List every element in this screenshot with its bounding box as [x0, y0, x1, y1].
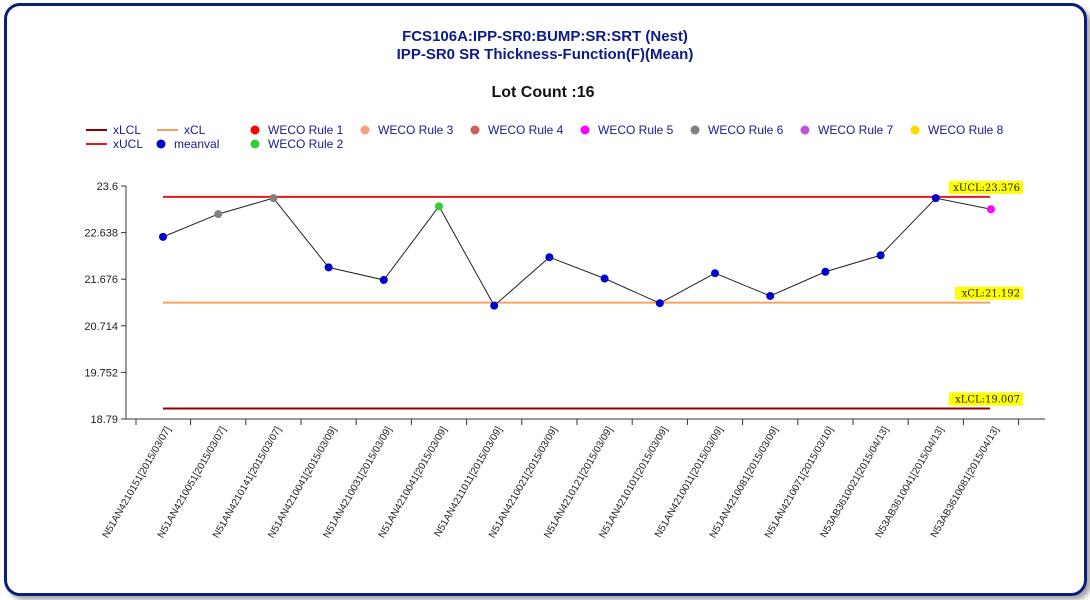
lot-count-label: Lot Count :16	[491, 84, 594, 101]
legend-item: WECO Rule 7	[800, 123, 894, 137]
data-point	[324, 263, 333, 272]
legend-item: WECO Rule 8	[910, 123, 1004, 137]
limit-label-xlcl: xLCL:19.007	[955, 394, 1020, 405]
legend-label: meanval	[174, 137, 219, 151]
y-tick-label: 18.79	[90, 414, 118, 426]
legend-label: xUCL	[113, 137, 143, 151]
data-point	[711, 269, 719, 278]
data-point	[821, 267, 830, 276]
data-point	[766, 291, 775, 300]
series-line	[162, 197, 992, 307]
y-tick-label: 22.638	[84, 228, 118, 240]
legend-dot-swatch	[156, 139, 166, 149]
legend-item: WECO Rule 6	[690, 123, 784, 137]
legend-dot-swatch	[580, 125, 590, 135]
chart-frame	[4, 3, 1087, 596]
data-point	[379, 275, 388, 284]
y-tick-label: 21.676	[84, 274, 118, 286]
legend-item: meanval	[156, 137, 219, 151]
limit-label-bg	[948, 180, 1023, 194]
legend-item: xUCL	[86, 137, 143, 151]
legend-item: xLCL	[86, 123, 141, 137]
chart-title: FCS106A:IPP-SR0:BUMP:SR:SRT (Nest)	[402, 28, 688, 45]
legend-label: xLCL	[113, 123, 141, 137]
legend-label: WECO Rule 7	[818, 123, 894, 137]
legend-item: WECO Rule 5	[580, 123, 674, 137]
legend-dot-swatch	[360, 125, 370, 135]
legend-label: WECO Rule 5	[598, 123, 674, 137]
data-point	[876, 251, 885, 260]
legend-item: WECO Rule 4	[470, 123, 564, 137]
legend-dot-swatch	[250, 139, 260, 149]
data-point	[269, 194, 278, 203]
legend-label: xCL	[184, 123, 206, 137]
legend-label: WECO Rule 6	[708, 123, 784, 137]
chart-subtitle: IPP-SR0 SR Thickness-Function(F)(Mean)	[397, 46, 694, 63]
limit-label-bg	[955, 286, 1023, 300]
legend-dot-swatch	[910, 125, 920, 135]
data-point	[159, 232, 167, 241]
data-point	[931, 194, 940, 203]
control-limits: xUCL:23.376 xCL:21.192 xLCL:19.007	[163, 180, 1023, 410]
y-tick-label: 20.714	[84, 321, 118, 333]
legend-label: WECO Rule 4	[488, 123, 564, 137]
y-tick-label: 19.752	[84, 367, 118, 379]
legend-item: WECO Rule 3	[360, 123, 454, 137]
legend-item: xCL	[157, 123, 206, 137]
data-point	[435, 202, 443, 211]
limit-label-xcl: xCL:21.192	[962, 289, 1020, 300]
y-tick-label: 23.6	[97, 181, 118, 193]
data-point	[655, 299, 664, 308]
data-point	[987, 205, 995, 214]
legend-label: WECO Rule 2	[268, 137, 344, 151]
legend-dot-swatch	[470, 125, 480, 135]
data-point	[490, 301, 499, 310]
data-point	[214, 210, 223, 219]
legend-label: WECO Rule 8	[928, 123, 1004, 137]
limit-label-xucl: xUCL:23.376	[953, 183, 1020, 194]
legend-dot-swatch	[800, 125, 810, 135]
legend-dot-swatch	[250, 125, 260, 135]
legend-item: WECO Rule 1	[250, 123, 344, 137]
limit-label-bg	[948, 392, 1023, 406]
legend-label: WECO Rule 3	[378, 123, 454, 137]
plot-area	[159, 194, 995, 310]
data-point	[545, 253, 554, 262]
legend-item: WECO Rule 2	[250, 137, 344, 151]
x-tick-label: N53AB3610081[2015/04/13]	[929, 425, 1002, 540]
legend-dot-swatch	[690, 125, 700, 135]
legend: xLCL xCL WECO Rule 1 WECO Rule 3 WECO Rule 4…	[86, 123, 1004, 151]
legend-label: WECO Rule 1	[268, 123, 344, 137]
data-point	[600, 274, 609, 283]
